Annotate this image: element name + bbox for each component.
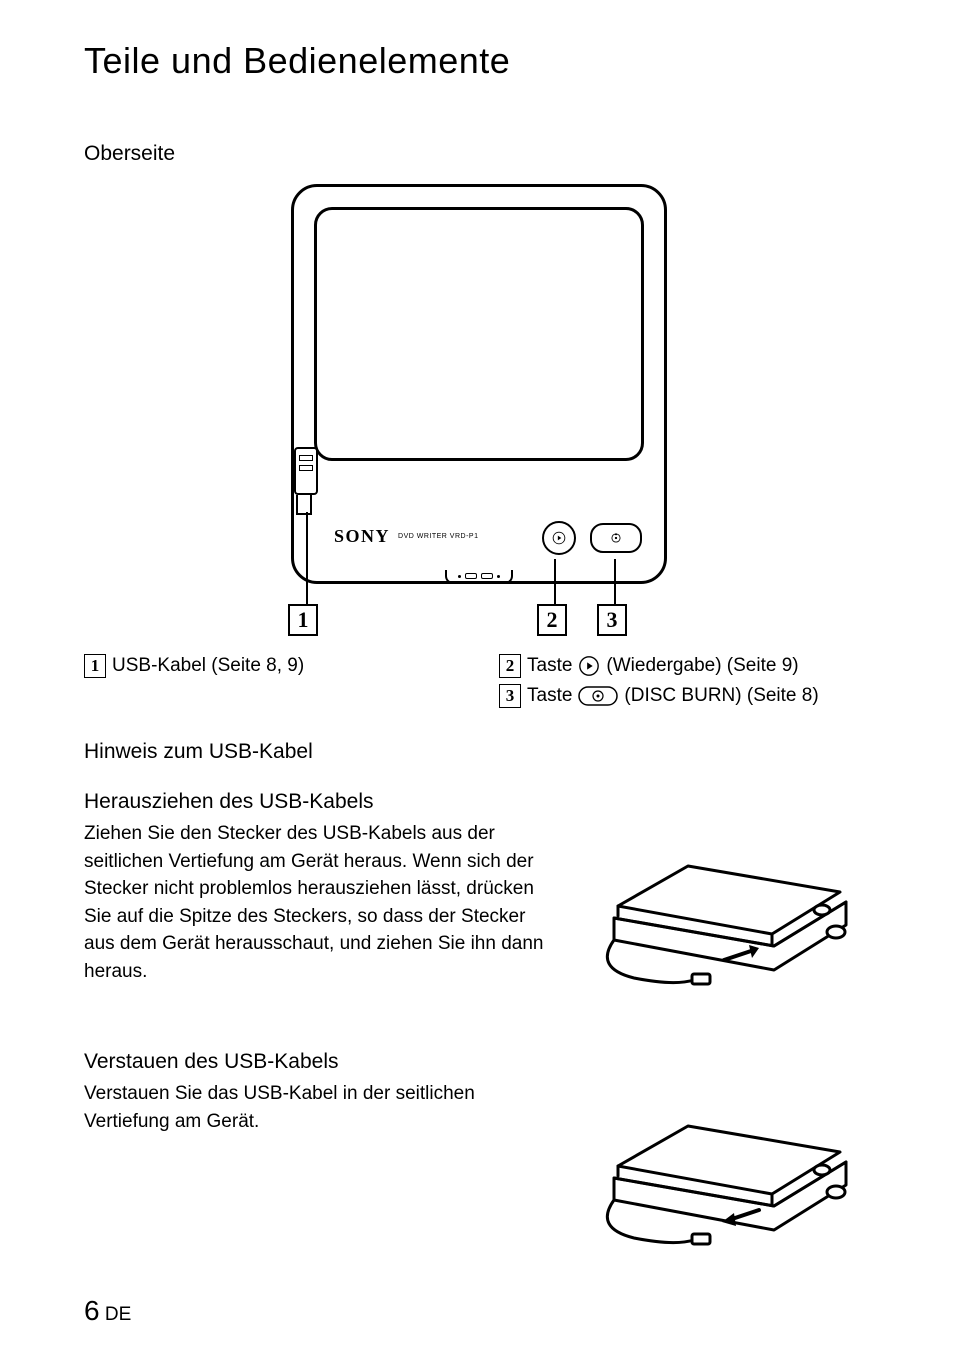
stow-illustration xyxy=(574,1050,874,1250)
disc-burn-icon xyxy=(578,686,618,706)
play-button-icon xyxy=(542,521,576,555)
callout-2: 2 xyxy=(537,604,567,636)
top-view-label: Oberseite xyxy=(84,142,874,166)
model-text: DVD WRITER VRD-P1 xyxy=(398,533,478,540)
legend-text: (Wiedergabe) (Seite 9) xyxy=(606,655,798,677)
page-lang: DE xyxy=(105,1304,131,1325)
play-icon xyxy=(578,655,600,677)
legend-text: USB-Kabel (Seite 8, 9) xyxy=(112,655,304,677)
device-label-strip: SONY DVD WRITER VRD-P1 xyxy=(334,526,478,547)
device-lid xyxy=(314,207,644,461)
top-view-diagram: SONY DVD WRITER VRD-P1 xyxy=(289,184,669,636)
brand-text: SONY xyxy=(334,526,390,547)
callout-3: 3 xyxy=(597,604,627,636)
page-footer: 6 DE xyxy=(84,1295,131,1327)
legend-item-2: 2 Taste (Wiedergabe) (Seite 9) xyxy=(499,654,874,678)
leader-line xyxy=(614,559,616,604)
usb-note-heading: Hinweis zum USB-Kabel xyxy=(84,740,874,764)
stow-text: Verstauen Sie das USB-Kabel in der seitl… xyxy=(84,1080,544,1135)
pull-out-heading: Herausziehen des USB-Kabels xyxy=(84,790,544,814)
leader-line xyxy=(554,559,556,604)
leader-line xyxy=(306,512,308,604)
legend-num: 2 xyxy=(499,654,521,678)
page-title: Teile und Bedienelemente xyxy=(84,40,874,82)
pull-out-text: Ziehen Sie den Stecker des USB-Kabels au… xyxy=(84,820,544,985)
front-slot xyxy=(445,570,513,584)
legend-text: Taste xyxy=(527,685,572,707)
legend-text: Taste xyxy=(527,655,572,677)
legend: 1 USB-Kabel (Seite 8, 9) 2 Taste (Wieder… xyxy=(84,654,874,714)
legend-text: (DISC BURN) (Seite 8) xyxy=(624,685,818,707)
pull-out-illustration xyxy=(574,790,874,990)
page-number: 6 xyxy=(84,1295,100,1326)
legend-num: 1 xyxy=(84,654,106,678)
device-outline: SONY DVD WRITER VRD-P1 xyxy=(291,184,667,584)
legend-item-1: 1 USB-Kabel (Seite 8, 9) xyxy=(84,654,459,678)
callout-1: 1 xyxy=(288,604,318,636)
disc-burn-button-icon xyxy=(590,523,642,553)
legend-num: 3 xyxy=(499,684,521,708)
usb-cable-icon xyxy=(291,447,317,515)
stow-heading: Verstauen des USB-Kabels xyxy=(84,1050,544,1074)
legend-item-3: 3 Taste (DISC BURN) (Seite 8) xyxy=(499,684,874,708)
